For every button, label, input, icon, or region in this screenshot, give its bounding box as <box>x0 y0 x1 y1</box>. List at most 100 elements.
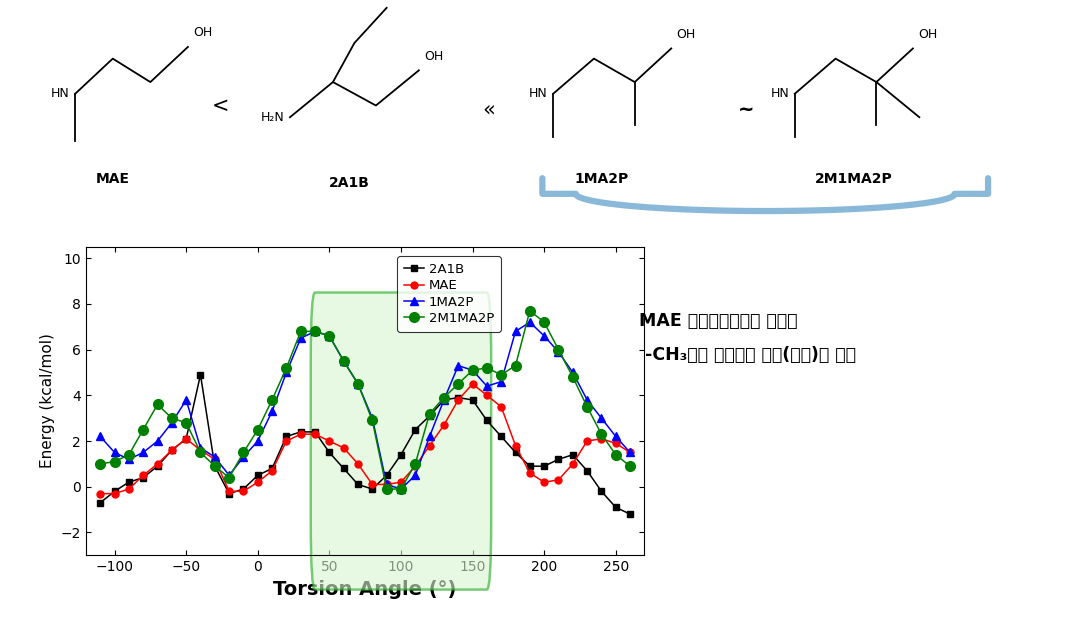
1MA2P <box>308 328 321 335</box>
Y-axis label: Energy (kcal/mol): Energy (kcal/mol) <box>40 334 55 468</box>
2A1B <box>581 467 594 474</box>
MAE <box>136 471 149 479</box>
2M1MA2P <box>552 346 565 354</box>
Text: HN: HN <box>529 87 548 101</box>
MAE <box>380 481 393 488</box>
2A1B <box>265 465 278 472</box>
2A1B <box>466 396 479 404</box>
MAE <box>294 431 307 438</box>
2M1MA2P <box>380 486 393 493</box>
1MA2P <box>495 378 508 386</box>
MAE <box>222 487 235 495</box>
2M1MA2P <box>480 364 493 371</box>
2M1MA2P <box>251 426 264 433</box>
2M1MA2P <box>538 318 551 326</box>
2A1B <box>380 471 393 479</box>
MAE <box>452 396 465 404</box>
2A1B <box>237 486 250 493</box>
Line: 1MA2P: 1MA2P <box>96 318 635 493</box>
2M1MA2P <box>337 357 350 365</box>
MAE <box>538 478 551 486</box>
2A1B <box>308 428 321 436</box>
MAE <box>108 490 121 497</box>
1MA2P <box>151 437 164 445</box>
1MA2P <box>581 396 594 404</box>
1MA2P <box>208 453 221 461</box>
1MA2P <box>595 415 608 422</box>
Text: OH: OH <box>918 28 938 41</box>
2M1MA2P <box>437 394 450 401</box>
2A1B <box>394 451 407 458</box>
Text: HN: HN <box>771 87 789 101</box>
Text: 1MA2P: 1MA2P <box>575 172 628 186</box>
1MA2P <box>136 449 149 456</box>
2A1B <box>194 371 207 378</box>
1MA2P <box>351 380 364 387</box>
1MA2P <box>366 415 379 422</box>
1MA2P <box>323 332 336 339</box>
2A1B <box>366 486 379 493</box>
2A1B <box>609 503 622 511</box>
FancyBboxPatch shape <box>310 292 491 590</box>
1MA2P <box>165 419 178 426</box>
MAE <box>93 490 106 497</box>
MAE <box>237 487 250 495</box>
2A1B <box>208 463 221 470</box>
Text: HN: HN <box>52 87 70 101</box>
MAE <box>394 478 407 486</box>
1MA2P <box>552 348 565 355</box>
2A1B <box>108 487 121 495</box>
X-axis label: Torsion Angle (°): Torsion Angle (°) <box>274 580 456 598</box>
1MA2P <box>280 369 293 376</box>
2M1MA2P <box>151 401 164 408</box>
Text: H₂N: H₂N <box>261 110 285 124</box>
2M1MA2P <box>452 380 465 387</box>
2M1MA2P <box>609 451 622 458</box>
2M1MA2P <box>523 307 536 315</box>
Text: -CH₃기의 개수보다 유무(有無)가 중요: -CH₃기의 개수보다 유무(有無)가 중요 <box>639 346 856 363</box>
MAE <box>308 431 321 438</box>
2M1MA2P <box>509 362 522 370</box>
2M1MA2P <box>108 458 121 465</box>
2M1MA2P <box>222 474 235 481</box>
1MA2P <box>179 396 192 404</box>
2A1B <box>179 435 192 442</box>
2A1B <box>523 463 536 470</box>
2A1B <box>538 463 551 470</box>
2A1B <box>93 499 106 507</box>
MAE <box>466 380 479 387</box>
2A1B <box>351 481 364 488</box>
MAE <box>566 460 579 468</box>
2M1MA2P <box>409 460 422 468</box>
1MA2P <box>222 471 235 479</box>
1MA2P <box>538 332 551 339</box>
MAE <box>337 444 350 452</box>
1MA2P <box>380 481 393 488</box>
MAE <box>624 449 637 456</box>
2M1MA2P <box>566 373 579 381</box>
2M1MA2P <box>366 416 379 424</box>
2M1MA2P <box>294 328 307 335</box>
1MA2P <box>423 433 436 440</box>
2M1MA2P <box>308 328 321 335</box>
2A1B <box>409 426 422 433</box>
2M1MA2P <box>495 371 508 378</box>
MAE <box>609 440 622 447</box>
MAE <box>251 478 264 486</box>
2M1MA2P <box>208 463 221 470</box>
MAE <box>151 460 164 468</box>
MAE <box>409 463 422 470</box>
2A1B <box>437 396 450 404</box>
Text: OH: OH <box>677 28 696 41</box>
1MA2P <box>122 455 135 463</box>
2M1MA2P <box>466 366 479 374</box>
MAE <box>523 470 536 477</box>
Text: <: < <box>212 96 229 115</box>
2A1B <box>552 455 565 463</box>
2M1MA2P <box>624 463 637 470</box>
Text: MAE: MAE <box>96 172 130 186</box>
Text: 2A1B: 2A1B <box>329 176 369 190</box>
MAE <box>280 437 293 445</box>
Text: «: « <box>482 99 495 120</box>
2A1B <box>222 490 235 497</box>
